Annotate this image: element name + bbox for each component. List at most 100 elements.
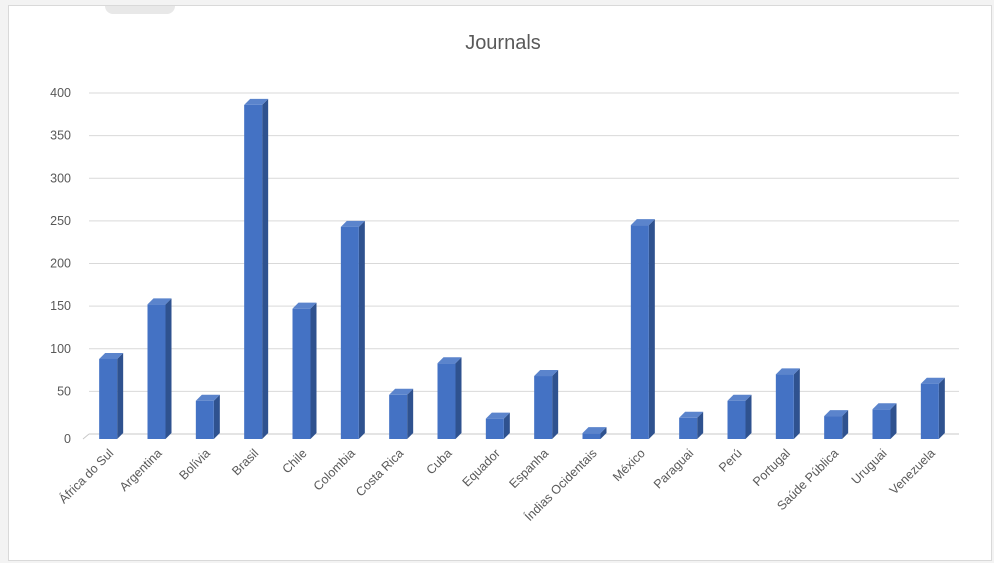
bar-top xyxy=(389,388,414,395)
bar-side xyxy=(648,219,655,439)
bar xyxy=(872,403,897,439)
bar-side xyxy=(262,98,269,439)
bar xyxy=(340,220,365,439)
x-tick-label: Argentina xyxy=(117,446,165,494)
chart-frame: Journals 0 50 100 150 200 250 300 350 400 África… xyxy=(8,5,992,561)
bar xyxy=(195,394,220,439)
bar xyxy=(534,370,559,439)
x-tick-label: Paraguai xyxy=(651,446,696,491)
bar xyxy=(147,298,172,439)
bars xyxy=(99,98,945,439)
x-tick-label: Venezuela xyxy=(887,446,938,497)
y-tick-label: 400 xyxy=(50,86,71,100)
y-axis-ticks: 0 50 100 150 200 250 300 350 400 xyxy=(50,86,71,446)
bar-side xyxy=(745,394,752,439)
bar-front xyxy=(99,358,118,439)
bar-top xyxy=(824,410,849,417)
bar-side xyxy=(793,368,800,439)
bar-side xyxy=(842,410,849,439)
x-tick-label: Bolívia xyxy=(177,446,213,482)
axis-floor-edge xyxy=(82,433,90,440)
bar-top xyxy=(582,427,607,434)
bar-front xyxy=(485,418,504,439)
bar-top xyxy=(147,298,172,305)
bar-front xyxy=(534,376,553,439)
bar-front xyxy=(147,304,166,439)
bar-side xyxy=(358,220,365,439)
x-tick-label: México xyxy=(610,446,648,484)
y-tick-label: 0 xyxy=(64,432,71,446)
y-tick-label: 100 xyxy=(50,342,71,356)
bar-top xyxy=(920,377,945,384)
bar-top xyxy=(727,394,752,401)
bar xyxy=(920,377,945,439)
bar xyxy=(244,98,269,439)
bar xyxy=(775,368,800,439)
bar-top xyxy=(244,98,269,105)
bar xyxy=(630,219,655,439)
bar-top xyxy=(437,357,462,364)
bar-side xyxy=(117,352,124,439)
bar-side xyxy=(165,298,172,439)
bar-side xyxy=(890,403,897,439)
bar-side xyxy=(310,302,317,439)
bar-top xyxy=(534,370,559,377)
x-tick-label: Cuba xyxy=(424,446,455,477)
bar-side xyxy=(455,357,462,439)
bar-front xyxy=(244,104,263,439)
y-tick-label: 150 xyxy=(50,299,71,313)
bar-front xyxy=(292,308,311,439)
bar-side xyxy=(697,411,704,439)
gridlines xyxy=(82,92,959,440)
bar xyxy=(824,410,849,439)
bar-front xyxy=(824,416,843,439)
bar-side xyxy=(503,412,510,439)
x-tick-label: Espanha xyxy=(506,446,551,491)
bar-top xyxy=(99,352,124,359)
x-tick-label: Portugal xyxy=(750,446,793,489)
bar-top xyxy=(630,219,655,226)
bar xyxy=(389,388,414,439)
bar xyxy=(485,412,510,439)
bar xyxy=(582,427,607,439)
y-tick-label: 250 xyxy=(50,214,71,228)
bar-front xyxy=(920,383,939,439)
x-tick-label: Colombia xyxy=(311,446,358,493)
bar-side xyxy=(213,394,220,439)
bar-side xyxy=(407,388,414,439)
bar-top xyxy=(775,368,800,375)
chart-title: Journals xyxy=(465,32,541,54)
bar-front xyxy=(340,226,359,439)
bar-front xyxy=(195,400,214,439)
y-tick-label: 50 xyxy=(57,384,71,398)
x-tick-label: África do Sul xyxy=(56,446,117,507)
bar xyxy=(679,411,704,439)
x-tick-label: Equador xyxy=(460,446,503,489)
bar xyxy=(99,352,124,439)
bar xyxy=(437,357,462,439)
x-tick-label: Perú xyxy=(716,446,745,475)
x-tick-label: Brasil xyxy=(229,446,261,478)
bar-side xyxy=(600,427,607,439)
bar-front xyxy=(727,400,746,439)
bar-side xyxy=(938,377,945,439)
bar-front xyxy=(582,433,601,439)
x-axis-labels: África do Sul Argentina Bolívia Brasil Chile… xyxy=(56,446,938,524)
bar-side xyxy=(552,370,559,439)
y-tick-label: 200 xyxy=(50,257,71,271)
bar-front xyxy=(775,374,794,439)
bar-top xyxy=(679,411,704,418)
window-tab-edge xyxy=(105,6,175,14)
y-tick-label: 350 xyxy=(50,129,71,143)
y-tick-label: 300 xyxy=(50,171,71,185)
bar-front xyxy=(630,225,649,439)
bar-top xyxy=(485,412,510,419)
bar-top xyxy=(872,403,897,410)
bar xyxy=(727,394,752,439)
bar-front xyxy=(872,409,891,439)
x-tick-label: Costa Rica xyxy=(353,446,406,499)
bar-top xyxy=(195,394,220,401)
bar xyxy=(292,302,317,439)
bar-front xyxy=(437,363,456,439)
bar-top xyxy=(292,302,317,309)
